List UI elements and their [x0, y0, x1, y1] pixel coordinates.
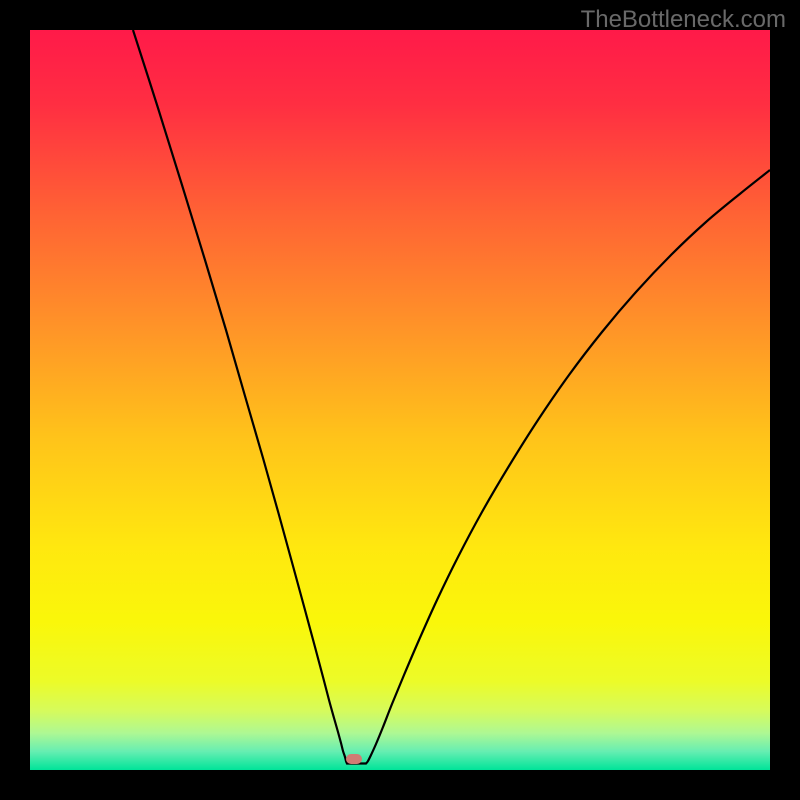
plot-area: [30, 30, 770, 770]
outer-frame: TheBottleneck.com: [0, 0, 800, 800]
bottleneck-curve: [30, 30, 770, 770]
optimal-point-marker: [346, 754, 362, 764]
